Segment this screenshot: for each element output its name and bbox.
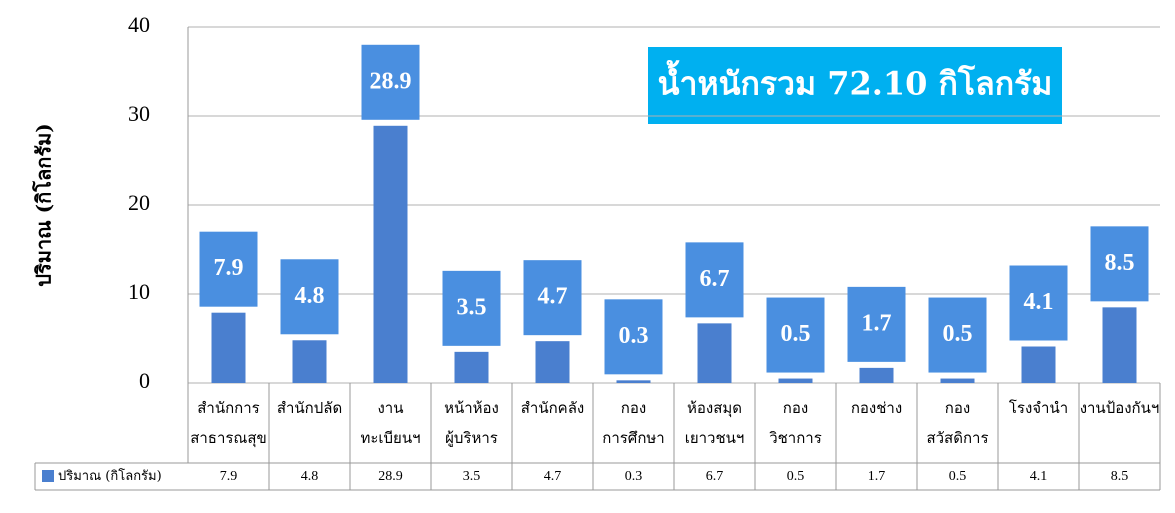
y-tick-label: 0 (139, 368, 150, 393)
table-value: 1.7 (867, 469, 886, 484)
table-value: 4.8 (300, 469, 319, 484)
table-value: 6.7 (705, 469, 724, 484)
data-label: 1.7 (862, 310, 892, 336)
y-axis-label: ปริมาณ (กิโลกรัม) (32, 123, 56, 286)
y-tick-label: 10 (128, 279, 150, 304)
data-label: 8.5 (1105, 250, 1135, 276)
legend-label: ปริมาณ (กิโลกรัม) (58, 469, 162, 484)
x-tick-label: โรงจำนำ (1008, 399, 1069, 417)
bar (1021, 346, 1056, 383)
table-value: 0.5 (786, 469, 805, 484)
x-tick-label: กอง วิชาการ (769, 399, 822, 447)
data-label: 0.5 (781, 321, 811, 347)
data-label: 4.8 (295, 283, 325, 309)
table-value: 28.9 (378, 469, 403, 484)
bar (211, 312, 246, 383)
x-tick-label: ห้องสมุด เยาวชนฯ (684, 399, 745, 447)
x-tick-label: กอง การศึกษา (602, 399, 665, 447)
y-tick-label: 20 (128, 190, 150, 215)
x-tick-label: งานป้องกันฯ (1079, 399, 1160, 417)
x-tick-label: สำนักปลัด (276, 399, 343, 417)
data-label-box (280, 259, 339, 335)
bar (373, 125, 408, 383)
y-tick-label: 30 (128, 101, 150, 126)
x-tick-label: งาน ทะเบียนฯ (360, 399, 421, 447)
data-label: 3.5 (457, 294, 487, 320)
table-value: 7.9 (219, 469, 238, 484)
data-label-box (847, 286, 906, 362)
table-value: 3.5 (462, 469, 481, 484)
x-tick-label: สำนักการ สาธารณสุข (190, 399, 267, 447)
annotation-box (648, 47, 1062, 124)
data-label-box (604, 299, 663, 375)
table-value: 0.5 (948, 469, 967, 484)
x-tick-label: กองช่าง (850, 399, 903, 417)
bar (454, 351, 489, 383)
bar (859, 367, 894, 383)
bar (940, 378, 975, 383)
annotation: น้ำหนักรวม 72.10 กิโลกรัม (658, 60, 1053, 103)
x-tick-label: กอง สวัสดิการ (926, 399, 989, 447)
bar (292, 340, 327, 383)
data-label-box (1009, 265, 1068, 341)
data-label: 28.9 (370, 68, 412, 94)
data-label-box (766, 297, 825, 373)
bar (1102, 307, 1137, 383)
table-value: 0.3 (624, 469, 643, 484)
data-label: 7.9 (214, 255, 244, 281)
bar (616, 380, 651, 383)
x-tick-label: สำนักคลัง (520, 399, 585, 417)
data-label: 6.7 (700, 266, 730, 292)
data-label: 4.7 (538, 284, 568, 310)
legend-swatch (42, 470, 54, 482)
table-value: 8.5 (1110, 469, 1129, 484)
data-label: 4.1 (1024, 289, 1054, 315)
bar (697, 323, 732, 383)
data-label-box (199, 231, 258, 307)
data-label: 0.5 (943, 321, 973, 347)
data-label-box (523, 260, 582, 336)
x-tick-label: หน้าห้อง ผู้บริหาร (444, 399, 499, 447)
table-value: 4.7 (543, 469, 562, 484)
bar (535, 341, 570, 383)
y-tick-label: 40 (128, 12, 150, 37)
data-label-box (928, 297, 987, 373)
data-label: 0.3 (619, 323, 649, 349)
data-label-box (361, 44, 420, 120)
bar (778, 378, 813, 383)
data-label-box (442, 270, 501, 346)
data-label-box (685, 242, 744, 318)
data-label-box (1090, 226, 1149, 302)
table-value: 4.1 (1029, 469, 1048, 484)
